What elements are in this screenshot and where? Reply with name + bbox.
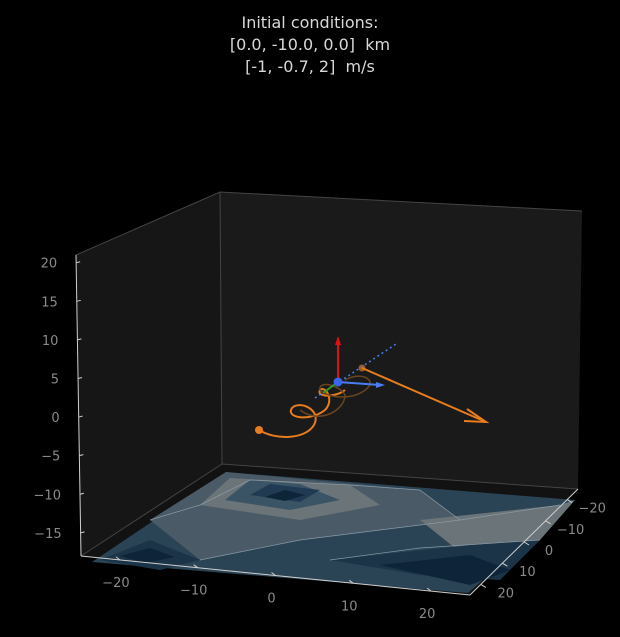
z-tick-label: 5 [51, 372, 59, 387]
trajectory-group [255, 336, 490, 438]
y-tick-mark [502, 562, 508, 567]
contour-surface [92, 472, 575, 593]
z-tick-label: −15 [34, 527, 61, 542]
chart-title: Initial conditions: [0.0, -10.0, 0.0] km… [0, 12, 620, 78]
body-z-arrowhead [335, 336, 341, 345]
trajectory-line [258, 388, 346, 438]
trajectory-start-marker [255, 426, 263, 434]
z-tick-label: 0 [51, 411, 59, 426]
body-origin [333, 377, 343, 387]
z-tick-mark [79, 492, 85, 495]
y-tick-label: 20 [498, 586, 515, 601]
x-tick-label: −10 [180, 584, 207, 599]
x-tick-mark [193, 564, 198, 569]
x-tick-label: 0 [267, 592, 275, 607]
trajectory-shadow [299, 375, 371, 417]
y-tick-mark [566, 499, 573, 504]
title-line-1: Initial conditions: [241, 13, 379, 32]
z-tick-label: −5 [41, 450, 60, 465]
tick-labels: 20 15 10 5 0 −5 −10 −15 −20 −10 0 10 20 −20 −10 0 10 20 [34, 257, 606, 622]
x-tick-mark [426, 587, 432, 592]
y-tick-mark [523, 541, 530, 546]
x-tick-mark [348, 579, 354, 584]
velocity-arrow [361, 367, 487, 423]
z-axis-line [75, 254, 82, 557]
z-tick-mark [77, 377, 83, 379]
z-tick-label: −10 [34, 488, 61, 503]
z-tick-mark [79, 454, 84, 457]
pane-edges [75, 191, 583, 557]
x-tick-mark [115, 556, 121, 561]
body-x-axis [337, 381, 381, 386]
velocity-arrowhead [463, 408, 490, 424]
z-tick-mark [80, 531, 85, 534]
x-tick-mark [271, 572, 276, 576]
z-tick-label: 15 [41, 295, 58, 310]
z-tick-mark [77, 338, 82, 341]
left-pane [76, 192, 222, 556]
x-tick-label: −20 [102, 576, 129, 591]
z-tick-label: 20 [41, 257, 58, 272]
y-tick-mark [480, 583, 487, 588]
z-tick-label: 10 [42, 334, 59, 349]
y-tick-label: 10 [519, 565, 536, 580]
body-x-arrowhead [376, 382, 385, 388]
back-pane [220, 192, 582, 489]
title-line-2: [0.0, -10.0, 0.0] km [229, 35, 391, 54]
x-tick-label: 10 [341, 599, 358, 614]
y-tick-label: 0 [545, 544, 553, 559]
x-tick-label: 20 [419, 607, 436, 622]
title-line-3: [-1, -0.7, 2] m/s [245, 57, 375, 76]
y-tick-mark [545, 520, 551, 525]
y-tick-label: −10 [557, 523, 584, 538]
y-tick-label: −20 [578, 502, 605, 517]
z-tick-mark [76, 299, 81, 302]
z-tick-mark [76, 261, 81, 264]
z-tick-mark [78, 415, 83, 418]
